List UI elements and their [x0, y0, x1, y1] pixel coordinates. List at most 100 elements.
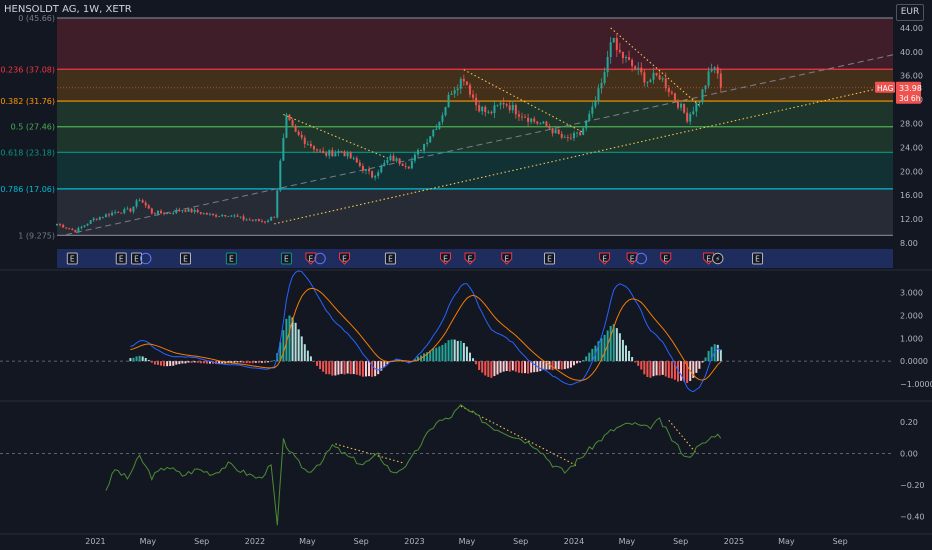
candle-body	[628, 57, 631, 60]
candle	[673, 92, 676, 101]
event-marker[interactable]: E	[464, 252, 476, 265]
event-marker[interactable]: E	[131, 252, 143, 265]
event-shield-icon	[339, 252, 351, 265]
event-marker[interactable]: E	[179, 252, 191, 265]
event-marker[interactable]: E	[703, 252, 715, 265]
candles	[56, 33, 722, 234]
macd-histogram-bar	[649, 361, 652, 378]
trend-line-1	[274, 84, 894, 225]
candle	[389, 153, 392, 162]
candle	[680, 102, 683, 111]
candle-body	[481, 106, 484, 112]
macd-histogram-bar	[667, 361, 670, 378]
event-marker[interactable]: E	[440, 252, 452, 265]
event-marker[interactable]: E	[280, 252, 292, 265]
candle	[190, 207, 193, 213]
candle	[545, 120, 548, 128]
event-marker[interactable]: E	[599, 252, 611, 265]
event-circle-icon	[140, 252, 152, 265]
chart-title: HENSOLDT AG, 1W, XETR	[4, 4, 132, 15]
event-marker[interactable]	[314, 252, 326, 265]
candle-body	[621, 51, 624, 59]
price-axis-tick: 28.00	[900, 120, 923, 129]
candle	[637, 62, 640, 76]
event-marker[interactable]: ⚡	[712, 252, 724, 265]
event-marker[interactable]: E	[384, 252, 396, 265]
event-marker[interactable]: E	[626, 252, 638, 265]
macd-histogram-bar	[615, 328, 618, 362]
candle	[563, 134, 566, 139]
macd-histogram-bar	[377, 361, 380, 375]
candle-body	[670, 92, 673, 94]
candle-body	[221, 214, 224, 217]
candle	[429, 136, 432, 143]
candle-body	[609, 42, 612, 57]
candle-body	[465, 81, 468, 85]
candle	[276, 189, 279, 219]
macd-histogram-bar	[634, 361, 637, 363]
candle	[426, 138, 429, 147]
trend-line-2	[283, 114, 391, 160]
candle-body	[514, 104, 517, 115]
candle-body	[493, 105, 496, 114]
fib-level-label: 0 (45.66)	[18, 14, 55, 23]
candle	[432, 129, 435, 138]
macd-histogram-bar	[208, 361, 211, 364]
candle-body	[429, 136, 432, 143]
candle	[123, 207, 126, 215]
event-marker[interactable]: E	[339, 252, 351, 265]
candle	[178, 207, 181, 212]
candle-body	[517, 114, 520, 117]
event-marker[interactable]	[635, 252, 647, 265]
event-marker[interactable]: E	[305, 252, 317, 265]
candle	[624, 55, 627, 63]
currency-button[interactable]: EUR	[896, 4, 924, 21]
event-marker[interactable]: E	[225, 252, 237, 265]
candle-body	[606, 56, 609, 73]
candle	[340, 150, 343, 154]
candle-body	[364, 169, 367, 171]
event-marker[interactable]: E	[115, 252, 127, 265]
candle-body	[698, 102, 701, 103]
candle	[398, 158, 401, 166]
candle	[579, 129, 582, 137]
candle-body	[661, 78, 664, 80]
macd-histogram-bar	[337, 361, 340, 375]
event-marker[interactable]: E	[544, 252, 556, 265]
fib-zone-2	[57, 101, 893, 127]
macd-histogram-bar	[322, 361, 325, 372]
candle-body	[560, 133, 563, 138]
candle	[144, 200, 147, 208]
candle	[569, 133, 572, 141]
candle	[557, 128, 560, 135]
candle	[450, 90, 453, 96]
macd-histogram-bar	[655, 361, 658, 376]
candle-body	[297, 131, 300, 135]
event-box-icon	[544, 252, 556, 265]
event-marker[interactable]	[140, 252, 152, 265]
macd-histogram-bar	[545, 361, 548, 370]
candle-body	[533, 118, 536, 122]
candle-body	[478, 105, 481, 112]
price-axis-tick: 16.00	[900, 191, 923, 200]
candle-body	[615, 37, 618, 50]
candle	[649, 78, 652, 83]
macd-histogram	[129, 315, 722, 384]
macd-histogram-bar	[661, 361, 664, 375]
macd-histogram-bar	[585, 356, 588, 362]
event-marker[interactable]: E	[660, 252, 672, 265]
event-marker[interactable]: E	[501, 252, 513, 265]
candle	[664, 72, 667, 92]
candle-body	[196, 209, 199, 213]
event-marker[interactable]: E	[752, 252, 764, 265]
candle	[416, 148, 419, 158]
candle-body	[251, 219, 254, 221]
time-axis-tick: Sep	[673, 537, 688, 546]
macd-histogram-bar	[135, 356, 138, 362]
candle-body	[352, 158, 355, 159]
event-marker[interactable]: E	[66, 252, 78, 265]
candle-body	[380, 165, 383, 173]
macd-histogram-bar	[187, 361, 190, 363]
price-tag-value: 33.98	[899, 84, 922, 93]
macd-histogram-bar	[160, 361, 163, 366]
